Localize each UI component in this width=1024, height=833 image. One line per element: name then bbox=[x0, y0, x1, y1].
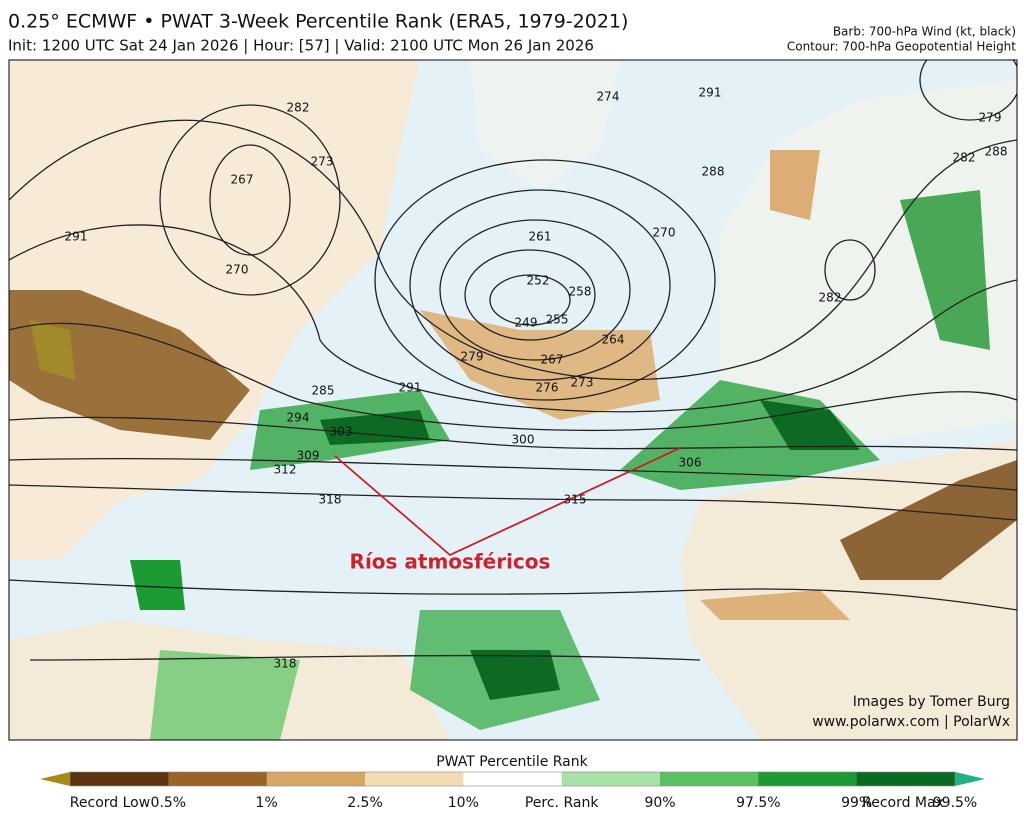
contour-label: 258 bbox=[569, 285, 592, 299]
contour-label: 282 bbox=[819, 291, 842, 305]
contour-label: 273 bbox=[311, 155, 334, 169]
contour-label: 255 bbox=[546, 313, 569, 327]
colorbar-segment bbox=[660, 772, 759, 786]
colorbar-segment bbox=[70, 772, 169, 786]
contour-label: 291 bbox=[699, 86, 722, 100]
contour-label: 270 bbox=[653, 226, 676, 240]
contour-label: 318 bbox=[274, 657, 297, 671]
colorbar-segment bbox=[856, 772, 956, 786]
annotation-pointer bbox=[334, 447, 681, 557]
contour-label: 318 bbox=[319, 493, 342, 507]
colorbar-label: Record Max bbox=[862, 795, 944, 811]
colorbar-segment bbox=[955, 772, 985, 786]
contour-label: 279 bbox=[461, 350, 484, 364]
colorbar-label: 2.5% bbox=[347, 795, 383, 811]
contour-label: 282 bbox=[287, 101, 310, 115]
contour-label: 264 bbox=[602, 333, 625, 347]
colorbar-segment bbox=[758, 772, 858, 786]
credit: www.polarwx.com | PolarWx bbox=[812, 714, 1010, 730]
contour-label: 312 bbox=[274, 463, 297, 477]
contour-label: 315 bbox=[564, 493, 587, 507]
contour-label: 279 bbox=[979, 111, 1002, 125]
contour-label: 294 bbox=[287, 411, 310, 425]
dry-anomaly bbox=[30, 320, 75, 380]
colorbar-segment bbox=[266, 772, 366, 786]
contour-label: 252 bbox=[527, 274, 550, 288]
contour-label: 288 bbox=[702, 165, 725, 179]
map: Ríos atmosféricos Images by Tomer Burg w… bbox=[8, 59, 1018, 741]
subtitle: Init: 1200 UTC Sat 24 Jan 2026 | Hour: [… bbox=[8, 37, 594, 55]
contours bbox=[9, 60, 1017, 661]
colorbar-title: PWAT Percentile Rank bbox=[436, 754, 588, 770]
colorbar-label: 10% bbox=[448, 795, 479, 811]
dry-anomaly bbox=[840, 460, 1017, 580]
dry-anomaly bbox=[770, 150, 820, 220]
dry-anomaly bbox=[9, 290, 250, 440]
colorbar-label: 90% bbox=[644, 795, 675, 811]
annotation: Ríos atmosféricos bbox=[350, 550, 551, 574]
contour-label: 267 bbox=[541, 353, 564, 367]
contour-label: 273 bbox=[571, 376, 594, 390]
contour-label: 288 bbox=[985, 145, 1008, 159]
contour-label: 270 bbox=[226, 263, 249, 277]
wet-anomaly bbox=[900, 190, 990, 350]
contour-label: 291 bbox=[65, 230, 88, 244]
colorbar-frame bbox=[69, 771, 956, 787]
contour-labels: 282 267 273 270 291 261 252 258 249 255 267 264 279 2… bbox=[65, 86, 1008, 671]
wet-anomaly bbox=[150, 650, 300, 740]
contour-label: 285 bbox=[312, 384, 335, 398]
contour-label: 306 bbox=[679, 456, 702, 470]
wet-anomaly bbox=[760, 400, 860, 450]
colorbar-label: 99.5% bbox=[933, 795, 977, 811]
colorbar-label: 0.5% bbox=[151, 795, 187, 811]
credit: Images by Tomer Burg bbox=[853, 694, 1010, 710]
legend-note: Barb: 700-hPa Wind (kt, black) bbox=[833, 25, 1016, 39]
contour-label: 303 bbox=[330, 425, 353, 439]
wet-anomaly bbox=[470, 650, 560, 700]
colorbar-label: 1% bbox=[256, 795, 278, 811]
wet-anomaly bbox=[130, 560, 185, 610]
colorbar-label: 99% bbox=[841, 795, 872, 811]
title: 0.25° ECMWF • PWAT 3-Week Percentile Ran… bbox=[8, 11, 628, 33]
contour-label: 274 bbox=[597, 90, 620, 104]
colorbar-segment bbox=[40, 772, 70, 786]
greenland bbox=[470, 60, 620, 190]
land bbox=[9, 60, 420, 560]
contour-label: 276 bbox=[536, 381, 559, 395]
colorbar-segment bbox=[463, 772, 563, 786]
contour-label: 282 bbox=[953, 151, 976, 165]
contour-label: 249 bbox=[515, 316, 538, 330]
colorbar-label: Perc. Rank bbox=[525, 795, 599, 811]
colorbar-segment bbox=[561, 772, 661, 786]
colorbar-label: 97.5% bbox=[736, 795, 780, 811]
contour-label: 300 bbox=[512, 433, 535, 447]
legend-note: Contour: 700-hPa Geopotential Height bbox=[787, 40, 1016, 54]
colorbar-segment bbox=[365, 772, 464, 786]
contour-label: 291 bbox=[399, 381, 422, 395]
contour-label: 267 bbox=[231, 173, 254, 187]
contour-label: 309 bbox=[297, 449, 320, 463]
colorbar-segment bbox=[168, 772, 268, 786]
wet-anomaly bbox=[620, 380, 880, 490]
dry-anomaly bbox=[700, 590, 850, 620]
map-frame bbox=[8, 59, 1018, 741]
dry-anomaly bbox=[420, 310, 660, 420]
colorbar-label: Record Low bbox=[70, 795, 150, 811]
colorbar: Record Low 0.5% 1% 2.5% 10% Perc. Rank 90% 97.5… bbox=[40, 771, 985, 811]
contour-label: 261 bbox=[529, 230, 552, 244]
